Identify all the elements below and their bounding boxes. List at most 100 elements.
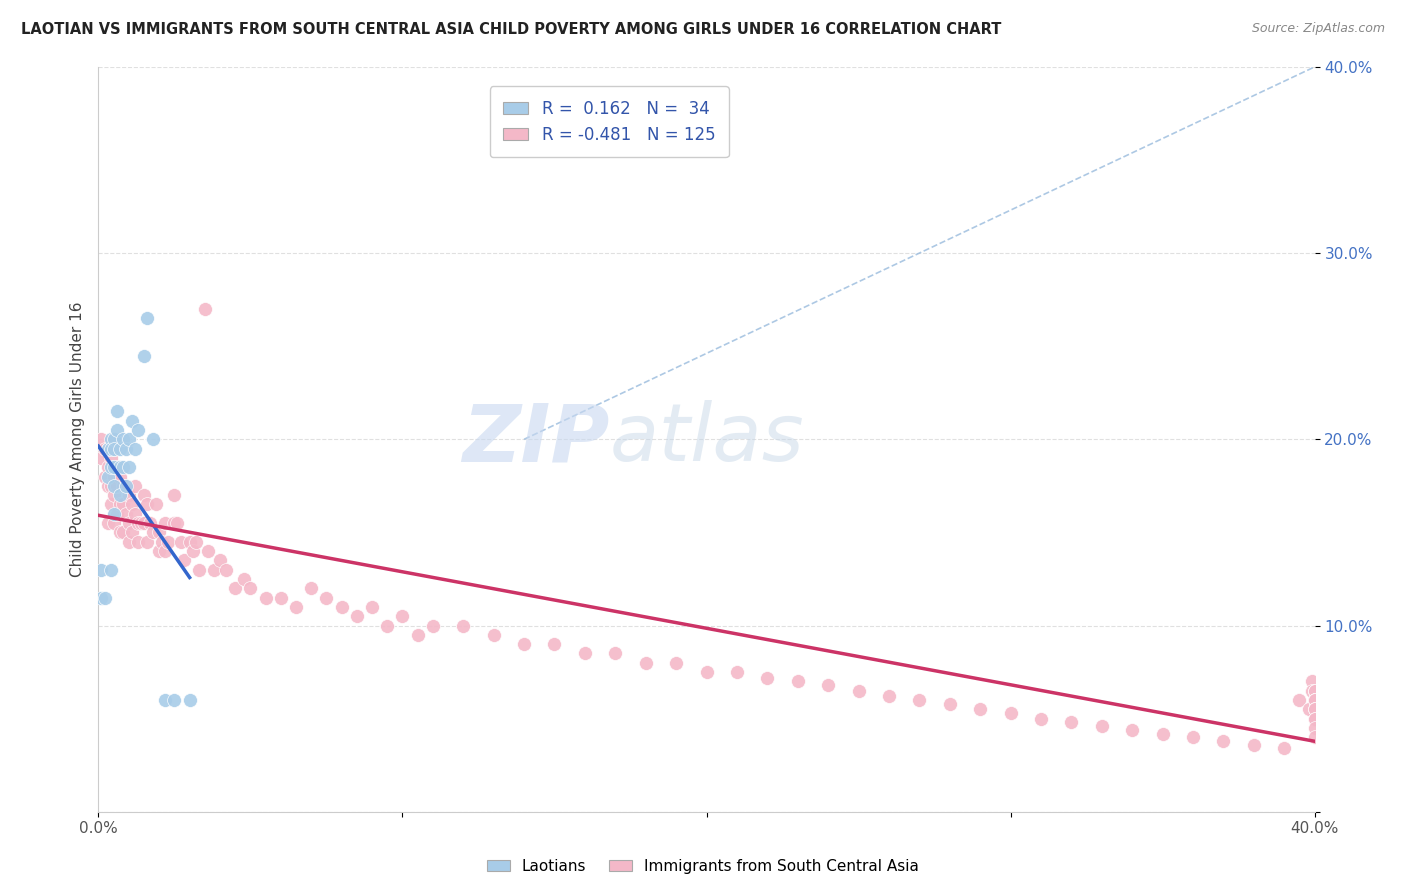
Point — [100, 450, 122, 465]
Point — [482, 628, 505, 642]
Point — [1288, 693, 1310, 707]
Point — [136, 311, 159, 326]
Point — [105, 404, 128, 418]
Point — [108, 442, 131, 456]
Point — [908, 693, 931, 707]
Point — [136, 498, 159, 512]
Point — [215, 563, 238, 577]
Point — [361, 599, 384, 614]
Point — [315, 591, 337, 605]
Point — [406, 628, 429, 642]
Point — [103, 516, 125, 530]
Point — [118, 488, 141, 502]
Point — [202, 563, 225, 577]
Point — [108, 488, 131, 502]
Point — [155, 544, 177, 558]
Point — [127, 423, 149, 437]
Point — [969, 702, 991, 716]
Y-axis label: Child Poverty Among Girls Under 16: Child Poverty Among Girls Under 16 — [69, 301, 84, 577]
Point — [173, 553, 195, 567]
Point — [299, 582, 322, 596]
Point — [1303, 712, 1326, 726]
Point — [90, 432, 112, 446]
Point — [118, 460, 141, 475]
Point — [100, 498, 122, 512]
Point — [1029, 712, 1052, 726]
Point — [1152, 726, 1174, 740]
Point — [665, 656, 688, 670]
Point — [124, 479, 146, 493]
Point — [1121, 723, 1143, 737]
Point — [108, 498, 131, 512]
Point — [132, 349, 155, 363]
Point — [103, 479, 125, 493]
Point — [285, 599, 308, 614]
Point — [1303, 702, 1326, 716]
Point — [233, 572, 256, 586]
Point — [127, 534, 149, 549]
Text: ZIP: ZIP — [461, 401, 609, 478]
Point — [90, 450, 112, 465]
Legend: Laotians, Immigrants from South Central Asia: Laotians, Immigrants from South Central … — [481, 853, 925, 880]
Point — [346, 609, 368, 624]
Point — [184, 534, 207, 549]
Point — [453, 618, 475, 632]
Point — [1243, 738, 1265, 752]
Point — [1303, 712, 1326, 726]
Point — [103, 442, 125, 456]
Point — [100, 432, 122, 446]
Point — [1301, 674, 1323, 689]
Point — [129, 516, 152, 530]
Point — [148, 525, 170, 540]
Point — [1303, 702, 1326, 716]
Point — [114, 479, 136, 493]
Point — [725, 665, 748, 679]
Point — [166, 516, 188, 530]
Point — [108, 460, 131, 475]
Point — [1303, 683, 1326, 698]
Point — [179, 534, 201, 549]
Point — [148, 544, 170, 558]
Point — [1298, 702, 1320, 716]
Point — [111, 460, 134, 475]
Point — [105, 479, 128, 493]
Point — [270, 591, 292, 605]
Point — [93, 591, 115, 605]
Point — [1060, 715, 1083, 730]
Point — [100, 442, 122, 456]
Point — [111, 498, 134, 512]
Point — [105, 460, 128, 475]
Point — [1272, 741, 1295, 756]
Point — [197, 544, 219, 558]
Point — [142, 432, 165, 446]
Point — [848, 683, 870, 698]
Point — [939, 697, 962, 711]
Point — [157, 534, 180, 549]
Point — [103, 488, 125, 502]
Point — [111, 432, 134, 446]
Point — [181, 544, 204, 558]
Point — [132, 488, 155, 502]
Point — [239, 582, 262, 596]
Point — [121, 498, 143, 512]
Point — [163, 488, 186, 502]
Point — [96, 442, 118, 456]
Point — [375, 618, 398, 632]
Point — [1303, 683, 1326, 698]
Point — [574, 647, 596, 661]
Point — [108, 469, 131, 483]
Point — [209, 553, 232, 567]
Point — [96, 460, 118, 475]
Point — [100, 563, 122, 577]
Point — [90, 563, 112, 577]
Point — [111, 525, 134, 540]
Point — [121, 414, 143, 428]
Point — [108, 525, 131, 540]
Point — [96, 469, 118, 483]
Point — [145, 498, 167, 512]
Text: atlas: atlas — [609, 401, 804, 478]
Point — [121, 525, 143, 540]
Point — [118, 516, 141, 530]
Point — [1303, 730, 1326, 744]
Point — [254, 591, 277, 605]
